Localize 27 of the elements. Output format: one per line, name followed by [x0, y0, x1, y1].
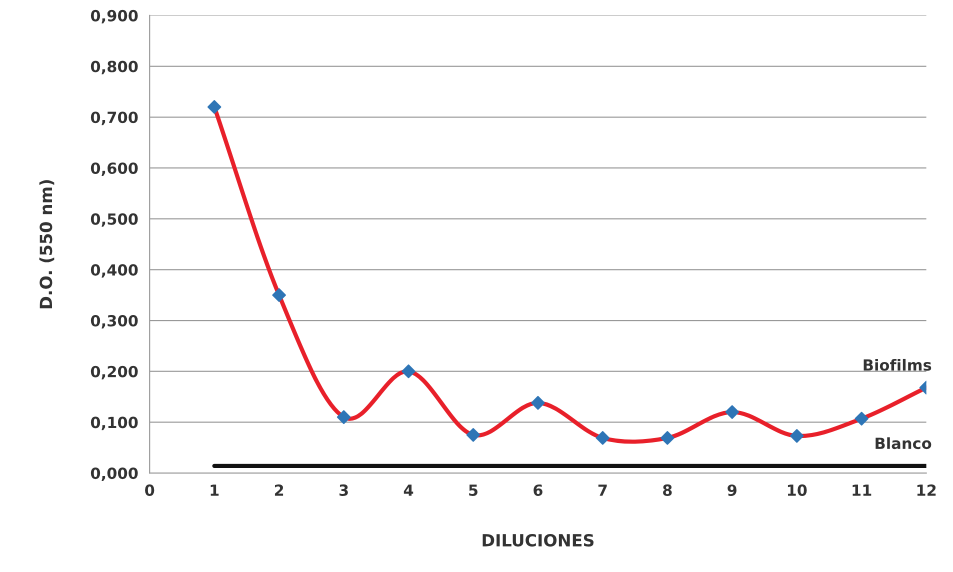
y-tick-label: 0,500 [90, 213, 138, 227]
x-tick-label: 3 [340, 484, 348, 496]
series-label: Blanco [876, 437, 932, 450]
y-tick-label: 0,000 [90, 468, 138, 482]
y-tick-label: 0,600 [90, 162, 138, 176]
x-tick-label: 11 [852, 484, 872, 496]
y-tick-label: 0,100 [90, 416, 138, 430]
x-tick-label: 4 [404, 484, 414, 496]
y-tick-label: 0,700 [90, 112, 138, 126]
x-tick-label: 12 [917, 484, 936, 496]
x-axis-title: DILUCIONES [482, 534, 594, 547]
series-label: Biofilms [864, 358, 932, 371]
x-tick-label: 8 [663, 484, 672, 496]
y-axis-title: D.O. (550 nm) [39, 180, 54, 308]
x-tick-label: 0 [145, 484, 154, 496]
x-tick-label: 10 [788, 484, 807, 496]
x-tick-label: 5 [469, 484, 478, 496]
x-tick-label: 1 [210, 484, 219, 496]
x-tick-label: 9 [728, 484, 736, 496]
y-tick-label: 0,800 [90, 60, 138, 74]
x-tick-label: 6 [534, 484, 542, 496]
y-tick-label: 0,900 [90, 10, 138, 24]
y-tick-label: 0,200 [90, 366, 138, 380]
y-tick-label: 0,400 [90, 264, 138, 278]
x-tick-label: 7 [598, 484, 607, 496]
y-tick-label: 0,300 [90, 314, 138, 328]
x-tick-label: 2 [274, 484, 284, 496]
